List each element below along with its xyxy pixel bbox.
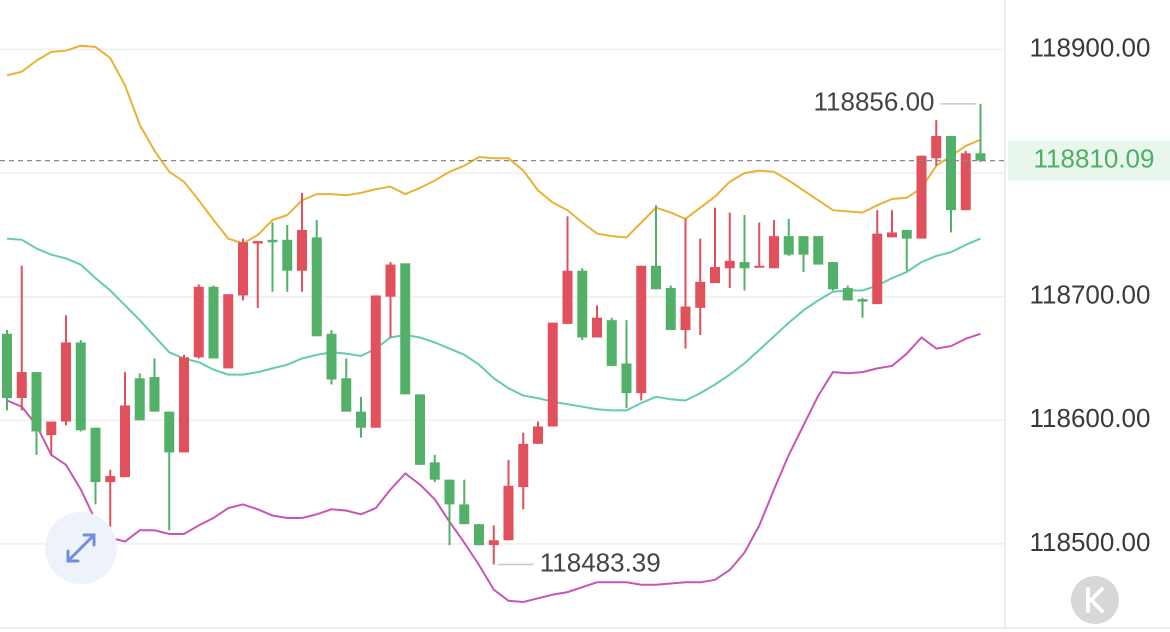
candle-body: [783, 236, 794, 255]
candle-body: [459, 504, 470, 525]
candle-body: [267, 239, 278, 243]
candle-body: [326, 333, 337, 380]
candle-body: [134, 378, 145, 421]
annotations: 118856.00 118483.39 118810.09: [0, 87, 1170, 577]
k-button[interactable]: [1071, 576, 1119, 624]
candle-body: [901, 229, 912, 239]
candle-body: [105, 475, 116, 483]
candle-body: [680, 306, 691, 331]
candle-body: [887, 232, 897, 238]
candles: [2, 103, 986, 565]
high-label: 118856.00: [814, 87, 935, 117]
band-line: [6, 44, 981, 245]
candle-body: [813, 236, 824, 265]
candle-body: [931, 135, 942, 159]
candle-body: [16, 372, 27, 399]
candle-body: [636, 265, 647, 394]
y-tick-label: 118700.00: [1030, 280, 1151, 310]
candle-body: [385, 264, 396, 297]
candle-body: [238, 242, 248, 296]
candle-body: [164, 411, 175, 453]
candle-body: [533, 426, 543, 444]
k-icon[interactable]: [1086, 587, 1104, 613]
candle-body: [975, 153, 986, 161]
candle-body: [2, 333, 12, 399]
candle-body: [223, 294, 234, 369]
candle-body: [577, 270, 588, 338]
candle-body: [400, 263, 411, 395]
candle-body: [621, 363, 632, 394]
y-tick-label: 118600.00: [1030, 403, 1151, 433]
candle-body: [193, 286, 204, 358]
candle-body: [149, 377, 160, 412]
candle-body: [46, 421, 57, 436]
candle-body: [341, 378, 352, 412]
candle-body: [518, 443, 529, 488]
candle-body: [61, 342, 71, 422]
candle-body: [120, 405, 130, 478]
candle-body: [665, 288, 676, 331]
candle-body: [252, 241, 263, 244]
candle-body: [842, 288, 853, 301]
y-tick-label: 118500.00: [1030, 527, 1151, 557]
candle-body: [311, 237, 322, 337]
grid: 118500.00118600.00118700.00118800.001189…: [0, 32, 1151, 557]
candle-body: [916, 155, 927, 239]
candle-body: [960, 153, 971, 211]
candle-body: [562, 270, 573, 324]
candle-body: [651, 265, 661, 290]
expand-button[interactable]: [45, 512, 117, 584]
candle-body: [724, 260, 735, 269]
candle-body: [179, 357, 189, 453]
candle-body: [739, 262, 750, 269]
candle-body: [606, 320, 617, 366]
candle-body: [798, 236, 809, 255]
candle-body: [75, 342, 86, 431]
candle-body: [857, 299, 868, 302]
candle-body: [415, 394, 425, 465]
candle-body: [208, 286, 219, 359]
last-price-box: [1008, 140, 1170, 181]
candle-body: [31, 372, 42, 432]
candle-body: [429, 462, 440, 480]
candle-body: [592, 317, 602, 338]
candle-body: [370, 295, 381, 428]
candle-body: [90, 427, 101, 483]
candle-body: [710, 267, 720, 284]
bands: [6, 44, 981, 604]
k-button-bg[interactable]: [1071, 576, 1119, 624]
last-price-label: 118810.09: [1034, 143, 1155, 173]
candle-body: [474, 524, 484, 546]
candle-body: [488, 540, 499, 546]
band-line: [6, 237, 981, 412]
low-label: 118483.39: [540, 547, 661, 577]
candle-body: [282, 239, 293, 271]
expand-icon[interactable]: [66, 533, 96, 563]
band-line: [6, 332, 981, 604]
candle-body: [356, 411, 366, 428]
y-tick-label: 118900.00: [1030, 32, 1151, 62]
candle-body: [946, 135, 956, 211]
candle-body: [547, 322, 558, 427]
candle-body: [297, 229, 307, 271]
candle-body: [769, 236, 779, 269]
candle-body: [754, 265, 765, 268]
candle-body: [828, 262, 838, 290]
candle-body: [872, 233, 883, 305]
candle-body: [444, 479, 455, 505]
candle-body: [503, 485, 514, 541]
candle-body: [695, 281, 706, 308]
